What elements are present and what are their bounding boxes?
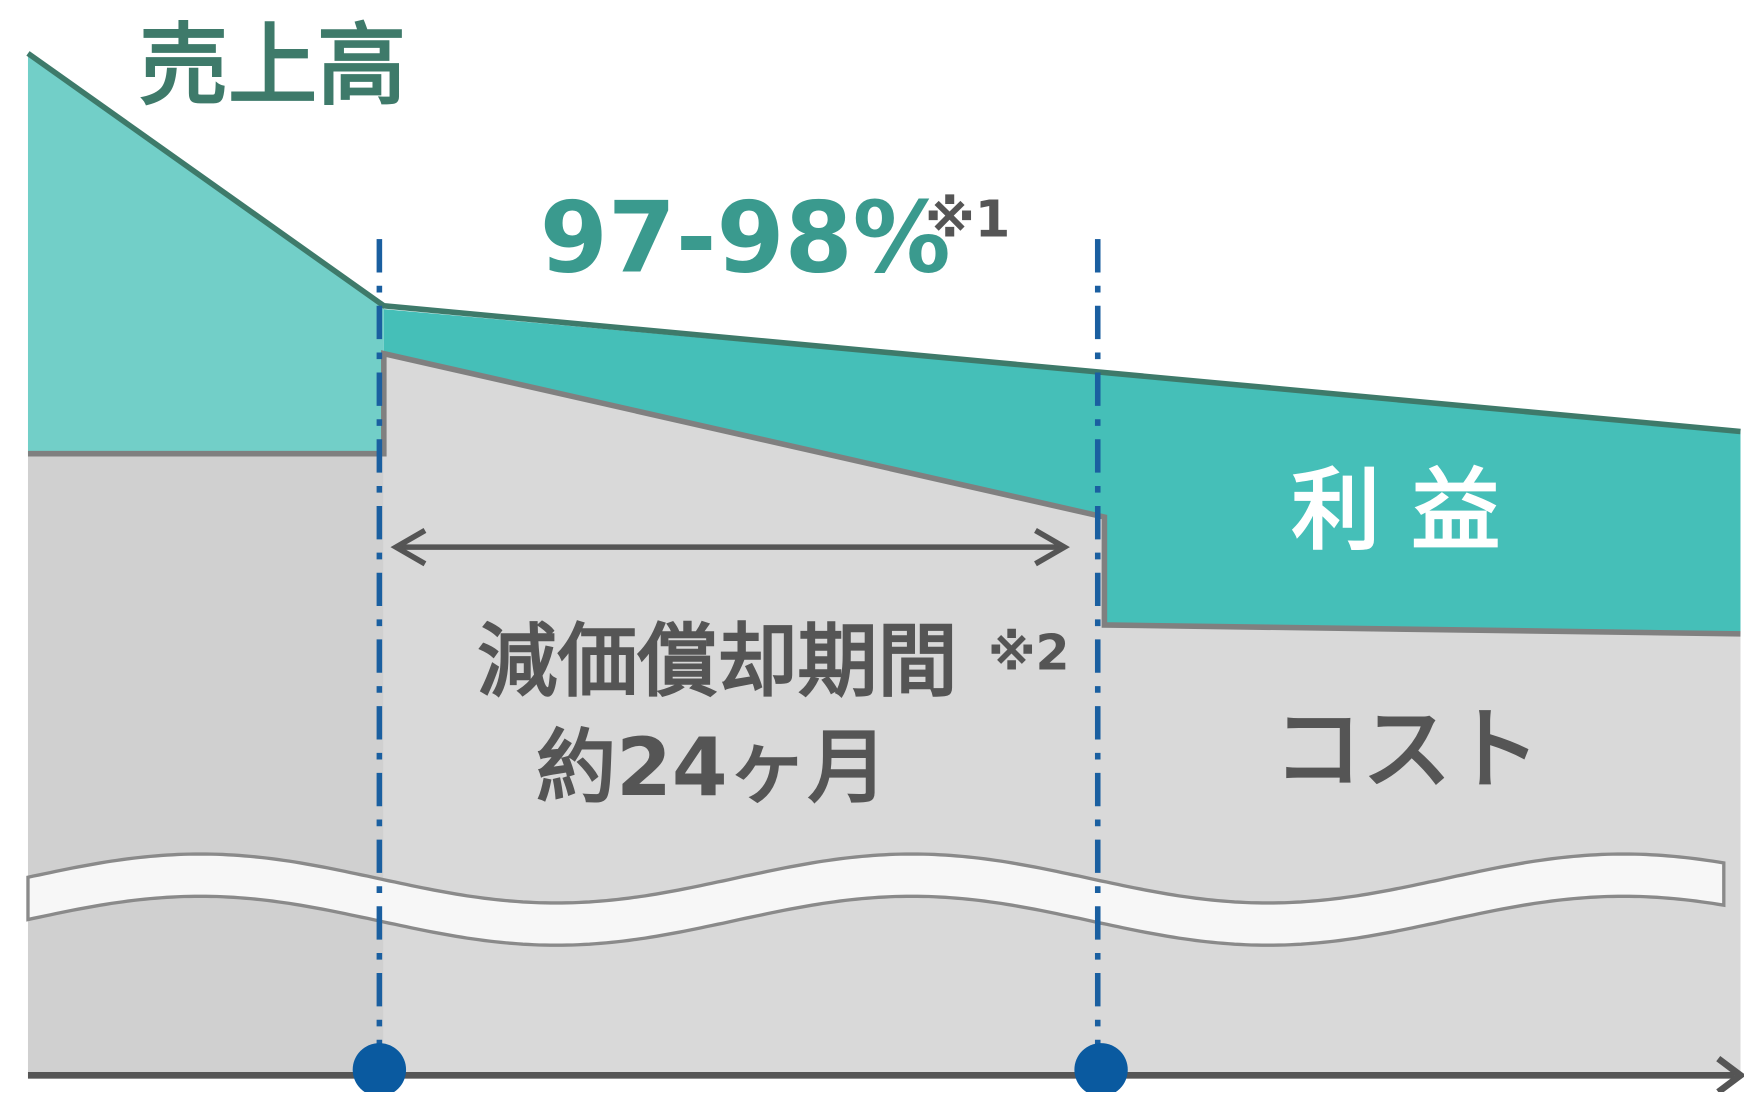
duration-label: 約24ヶ月 [536,721,888,814]
revenue-label: 売上高 [139,14,406,118]
period-label: 減価償却期間 [477,615,957,708]
arrow-head-right [1034,528,1070,567]
revenue-left [27,53,384,454]
ratio-label: 97-98% [540,181,951,295]
profit-label: 利 益 [1291,458,1500,562]
start-dot [352,1043,407,1096]
revenue-line [26,51,1741,435]
cost-left [27,453,384,1079]
cost-label: コスト [1273,698,1540,802]
end-dot [1074,1043,1128,1096]
note2: ※2 [988,625,1070,682]
axis-arrow [1716,1055,1744,1095]
cost-line [27,350,1741,637]
profit-area [383,309,1741,634]
break-wave [26,852,1726,947]
arrow-head-left [390,528,427,567]
note1: ※1 [925,190,1010,249]
